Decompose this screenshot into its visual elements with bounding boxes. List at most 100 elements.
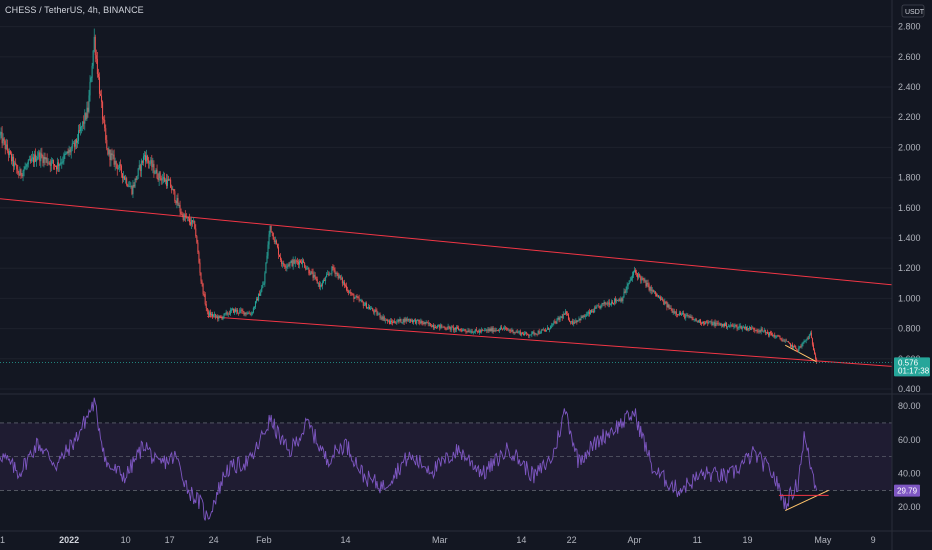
- candle: [489, 327, 491, 332]
- candle: [33, 153, 35, 167]
- candle-body: [132, 184, 134, 195]
- candle-body: [162, 177, 164, 179]
- candle: [645, 279, 647, 288]
- candle-body: [0, 132, 2, 134]
- candle: [631, 271, 633, 282]
- candle-body: [107, 148, 109, 155]
- candle-body: [256, 298, 258, 302]
- candle-body: [261, 287, 263, 292]
- candle-body: [558, 317, 560, 320]
- candle-body: [232, 308, 234, 313]
- candle: [588, 308, 590, 317]
- candle-body: [512, 329, 514, 334]
- candle: [374, 308, 376, 316]
- candle-body: [214, 314, 216, 316]
- candle-body: [519, 331, 521, 335]
- candle-body: [156, 169, 158, 179]
- candle: [583, 314, 585, 318]
- candle-body: [437, 325, 439, 329]
- candle-body: [553, 321, 555, 324]
- candle: [466, 330, 468, 334]
- candle-body: [751, 327, 753, 330]
- candle: [410, 318, 412, 322]
- candle: [304, 262, 306, 269]
- candle-body: [481, 329, 483, 332]
- candle: [310, 271, 312, 275]
- candle-body: [187, 217, 189, 219]
- candle: [696, 320, 698, 323]
- candle-body: [785, 340, 787, 342]
- candle-body: [583, 315, 585, 318]
- candle-body: [503, 328, 505, 330]
- candle-body: [76, 140, 78, 143]
- candle: [541, 328, 543, 331]
- candle: [726, 322, 728, 329]
- candle-body: [143, 155, 145, 157]
- candle: [748, 328, 750, 332]
- candle: [421, 319, 423, 326]
- candle-body: [511, 329, 513, 332]
- candle: [282, 261, 284, 268]
- candle: [783, 338, 785, 343]
- candle-body: [85, 113, 87, 119]
- rsi-panel[interactable]: [0, 393, 932, 521]
- candle-body: [699, 319, 701, 324]
- candle-body: [230, 309, 232, 311]
- candle-body: [384, 319, 386, 321]
- symbol-title[interactable]: CHESS / TetherUS, 4h, BINANCE: [5, 5, 144, 15]
- candle-body: [670, 308, 672, 309]
- candle: [432, 323, 434, 330]
- candle-body: [812, 344, 814, 351]
- candle: [126, 176, 128, 187]
- candle-body: [643, 278, 645, 282]
- candle: [551, 322, 553, 329]
- candle: [216, 314, 218, 318]
- candle: [508, 328, 510, 332]
- candle-body: [406, 318, 408, 322]
- candle: [234, 308, 236, 315]
- candle: [125, 174, 127, 184]
- candle-body: [200, 272, 202, 282]
- candle-body: [555, 321, 557, 324]
- candle-body: [443, 326, 445, 328]
- candle-body: [602, 303, 604, 304]
- candle-body: [21, 174, 23, 177]
- candle: [395, 321, 397, 324]
- candle: [174, 189, 176, 203]
- candle-body: [169, 179, 171, 181]
- candle-body: [355, 296, 357, 298]
- candle-body: [146, 155, 148, 162]
- candle-body: [450, 326, 452, 330]
- candle: [760, 326, 762, 335]
- candle-body: [439, 324, 441, 328]
- candle: [343, 279, 345, 289]
- candle-body: [401, 322, 403, 324]
- candle-body: [816, 358, 818, 363]
- candle-body: [790, 344, 792, 347]
- candle-body: [601, 303, 603, 305]
- candle-body: [571, 321, 573, 323]
- candle: [566, 311, 568, 316]
- candle-body: [75, 139, 77, 143]
- candle: [227, 312, 229, 318]
- candle: [165, 173, 167, 189]
- candle: [311, 268, 313, 275]
- candle-body: [246, 313, 248, 315]
- candle: [142, 153, 144, 166]
- candle-body: [375, 309, 377, 311]
- candle: [291, 258, 293, 268]
- candle-body: [748, 328, 750, 330]
- candle-body: [656, 295, 658, 297]
- candle: [606, 301, 608, 307]
- candle-body: [729, 325, 731, 327]
- candle-body: [709, 321, 711, 323]
- candle-body: [766, 331, 768, 334]
- candle-body: [11, 153, 13, 162]
- price-axis[interactable]: 2.8002.6002.4002.2002.0001.8001.6001.400…: [894, 4, 930, 394]
- candle-body: [574, 321, 576, 323]
- candle-body: [488, 329, 490, 332]
- candle-body: [291, 260, 293, 266]
